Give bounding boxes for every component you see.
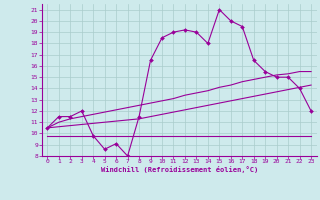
X-axis label: Windchill (Refroidissement éolien,°C): Windchill (Refroidissement éolien,°C) [100,166,258,173]
